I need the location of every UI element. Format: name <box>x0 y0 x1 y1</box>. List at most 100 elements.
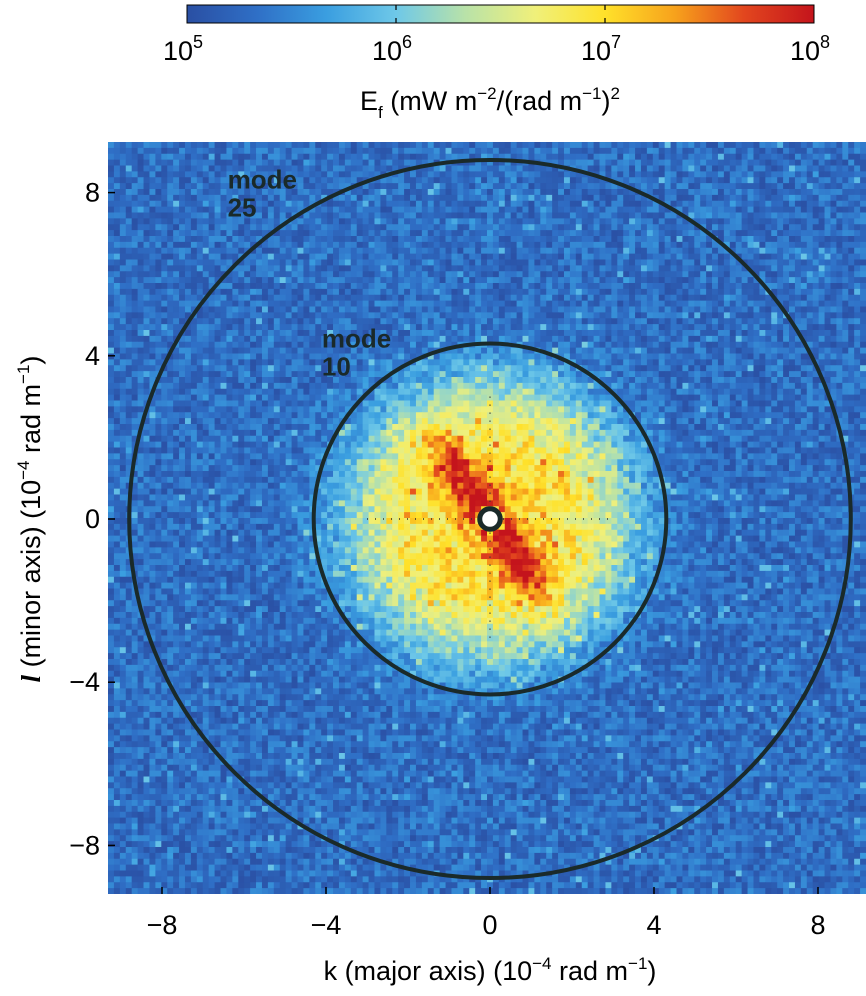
heatmap-cell <box>753 348 759 354</box>
heatmap-cell <box>647 177 653 183</box>
heatmap-cell <box>475 265 481 271</box>
heatmap-cell <box>795 248 801 254</box>
heatmap-cell <box>836 271 842 277</box>
heatmap-cell <box>315 236 321 242</box>
heatmap-cell <box>351 254 357 260</box>
heatmap-cell <box>422 301 428 307</box>
heatmap-cell <box>700 318 706 324</box>
heatmap-cell <box>700 166 706 172</box>
heatmap-cell <box>374 312 380 318</box>
heatmap-cell <box>748 254 754 260</box>
heatmap-cell <box>499 354 505 360</box>
heatmap-cell <box>836 289 842 295</box>
heatmap-cell <box>813 213 819 219</box>
heatmap-cell <box>292 148 298 154</box>
heatmap-cell <box>238 224 244 230</box>
heatmap-cell <box>641 160 647 166</box>
heatmap-cell <box>611 289 617 295</box>
heatmap-cell <box>564 260 570 266</box>
heatmap-cell <box>783 242 789 248</box>
heatmap-cell <box>244 295 250 301</box>
heatmap-cell <box>659 189 665 195</box>
heatmap-cell <box>611 224 617 230</box>
heatmap-cell <box>742 324 748 330</box>
heatmap-cell <box>848 166 854 172</box>
heatmap-cell <box>262 324 268 330</box>
heatmap-cell <box>481 230 487 236</box>
heatmap-cell <box>730 142 736 148</box>
heatmap-cell <box>753 307 759 313</box>
heatmap-cell <box>860 277 866 283</box>
heatmap-cell <box>576 230 582 236</box>
heatmap-cell <box>374 265 380 271</box>
heatmap-cell <box>558 289 564 295</box>
heatmap-cell <box>540 277 546 283</box>
heatmap-cell <box>286 207 292 213</box>
heatmap-cell <box>446 283 452 289</box>
heatmap-cell <box>155 348 161 354</box>
heatmap-cell <box>369 283 375 289</box>
heatmap-cell <box>564 242 570 248</box>
heatmap-cell <box>298 354 304 360</box>
heatmap-cell <box>546 318 552 324</box>
heatmap-cell <box>860 160 866 166</box>
heatmap-cell <box>848 254 854 260</box>
heatmap-cell <box>730 207 736 213</box>
heatmap-cell <box>552 218 558 224</box>
heatmap-cell <box>523 354 529 360</box>
heatmap-cell <box>327 260 333 266</box>
heatmap-cell <box>446 189 452 195</box>
heatmap-cell <box>742 195 748 201</box>
heatmap-cell <box>848 348 854 354</box>
heatmap-cell <box>410 283 416 289</box>
heatmap-cell <box>659 242 665 248</box>
heatmap-cell <box>694 236 700 242</box>
heatmap-cell <box>428 295 434 301</box>
heatmap-cell <box>765 307 771 313</box>
heatmap-cell <box>718 301 724 307</box>
heatmap-cell <box>517 348 523 354</box>
heatmap-cell <box>303 236 309 242</box>
heatmap-cell <box>641 295 647 301</box>
heatmap-cell <box>647 154 653 160</box>
heatmap-cell <box>262 348 268 354</box>
heatmap-cell <box>333 271 339 277</box>
heatmap-cell <box>392 201 398 207</box>
heatmap-cell <box>671 142 677 148</box>
heatmap-cell <box>440 224 446 230</box>
heatmap-cell <box>641 230 647 236</box>
heatmap-cell <box>138 207 144 213</box>
heatmap-cell <box>422 183 428 189</box>
heatmap-cell <box>132 166 138 172</box>
heatmap-cell <box>718 354 724 360</box>
heatmap-cell <box>706 189 712 195</box>
heatmap-cell <box>552 201 558 207</box>
heatmap-cell <box>197 242 203 248</box>
heatmap-cell <box>487 224 493 230</box>
heatmap-cell <box>209 307 215 313</box>
heatmap-cell <box>617 324 623 330</box>
heatmap-cell <box>665 342 671 348</box>
heatmap-cell <box>795 365 801 371</box>
heatmap-cell <box>161 348 167 354</box>
heatmap-cell <box>440 236 446 242</box>
heatmap-cell <box>374 236 380 242</box>
heatmap-cell <box>404 324 410 330</box>
heatmap-cell <box>600 195 606 201</box>
heatmap-cell <box>682 348 688 354</box>
heatmap-cell <box>262 213 268 219</box>
heatmap-cell <box>523 265 529 271</box>
heatmap-cell <box>226 254 232 260</box>
heatmap-cell <box>203 354 209 360</box>
heatmap-cell <box>629 213 635 219</box>
heatmap-cell <box>801 230 807 236</box>
heatmap-cell <box>759 359 765 365</box>
heatmap-cell <box>748 336 754 342</box>
heatmap-cell <box>694 318 700 324</box>
heatmap-cell <box>819 230 825 236</box>
heatmap-cell <box>511 248 517 254</box>
heatmap-cell <box>617 160 623 166</box>
heatmap-cell <box>286 336 292 342</box>
heatmap-cell <box>742 213 748 219</box>
heatmap-cell <box>149 283 155 289</box>
